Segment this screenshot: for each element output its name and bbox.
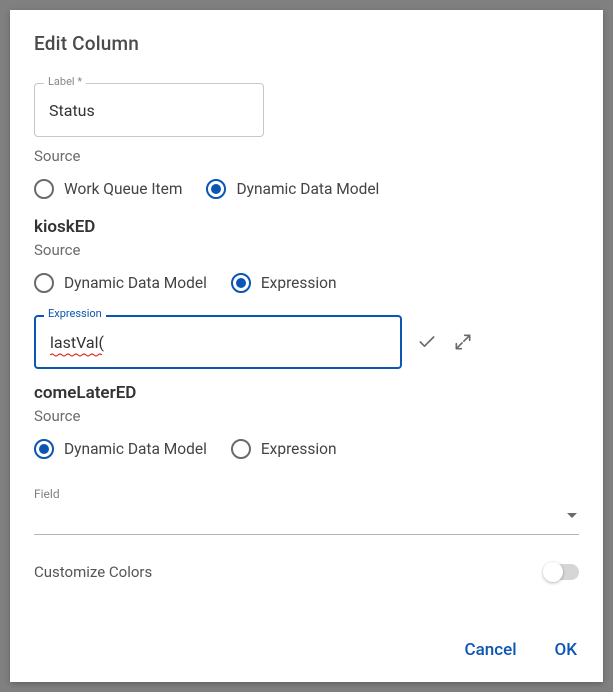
- radio-circle-icon: [231, 439, 251, 459]
- label-input[interactable]: [34, 83, 264, 137]
- section-heading-kiosked: kioskED: [34, 217, 579, 237]
- cancel-button[interactable]: Cancel: [462, 636, 518, 664]
- source-label-2: Source: [34, 407, 579, 425]
- radio-dynamic-data-model[interactable]: Dynamic Data Model: [34, 439, 207, 459]
- chevron-down-icon: [567, 513, 577, 518]
- customize-colors-row: Customize Colors: [34, 563, 579, 581]
- section-heading-comelatered: comeLaterED: [34, 383, 579, 403]
- customize-colors-label: Customize Colors: [34, 563, 152, 581]
- check-icon: [417, 332, 437, 352]
- source-label-1: Source: [34, 241, 579, 259]
- field-select-label: Field: [34, 487, 579, 501]
- radio-expression[interactable]: Expression: [231, 273, 337, 293]
- source-radios-0: Work Queue Item Dynamic Data Model: [34, 179, 579, 199]
- radio-label: Work Queue Item: [64, 180, 182, 198]
- dialog-backdrop: Edit Column Label * Source Work Queue It…: [0, 0, 613, 692]
- expand-icon: [453, 332, 473, 352]
- confirm-expression-button[interactable]: [416, 331, 438, 353]
- toggle-knob-icon: [543, 562, 563, 582]
- spacer: [34, 581, 579, 636]
- radio-work-queue-item[interactable]: Work Queue Item: [34, 179, 182, 199]
- radio-dynamic-data-model[interactable]: Dynamic Data Model: [206, 179, 379, 199]
- radio-circle-icon: [231, 273, 251, 293]
- radio-label: Dynamic Data Model: [236, 180, 379, 198]
- ok-button[interactable]: OK: [553, 636, 579, 664]
- radio-dynamic-data-model[interactable]: Dynamic Data Model: [34, 273, 207, 293]
- radio-label: Expression: [261, 440, 337, 458]
- source-radios-1: Dynamic Data Model Expression: [34, 273, 579, 293]
- label-field-label: Label *: [44, 75, 86, 88]
- dialog-title: Edit Column: [34, 32, 579, 55]
- source-label-0: Source: [34, 147, 579, 165]
- source-radios-2: Dynamic Data Model Expression: [34, 439, 579, 459]
- field-select-area: Field: [34, 487, 579, 535]
- edit-column-dialog: Edit Column Label * Source Work Queue It…: [10, 10, 603, 682]
- customize-colors-toggle[interactable]: [545, 564, 579, 580]
- expression-field-label: Expression: [44, 307, 106, 320]
- radio-label: Dynamic Data Model: [64, 440, 207, 458]
- radio-circle-icon: [34, 273, 54, 293]
- label-field-wrap: Label *: [34, 83, 264, 137]
- expression-row: Expression: [34, 315, 579, 369]
- radio-label: Expression: [261, 274, 337, 292]
- radio-expression[interactable]: Expression: [231, 439, 337, 459]
- radio-circle-icon: [34, 439, 54, 459]
- dialog-footer: Cancel OK: [34, 636, 579, 664]
- expand-expression-button[interactable]: [452, 331, 474, 353]
- expression-field-wrap: Expression: [34, 315, 402, 369]
- expression-input[interactable]: [34, 315, 402, 369]
- radio-circle-icon: [34, 179, 54, 199]
- field-select[interactable]: [34, 505, 579, 535]
- radio-label: Dynamic Data Model: [64, 274, 207, 292]
- radio-circle-icon: [206, 179, 226, 199]
